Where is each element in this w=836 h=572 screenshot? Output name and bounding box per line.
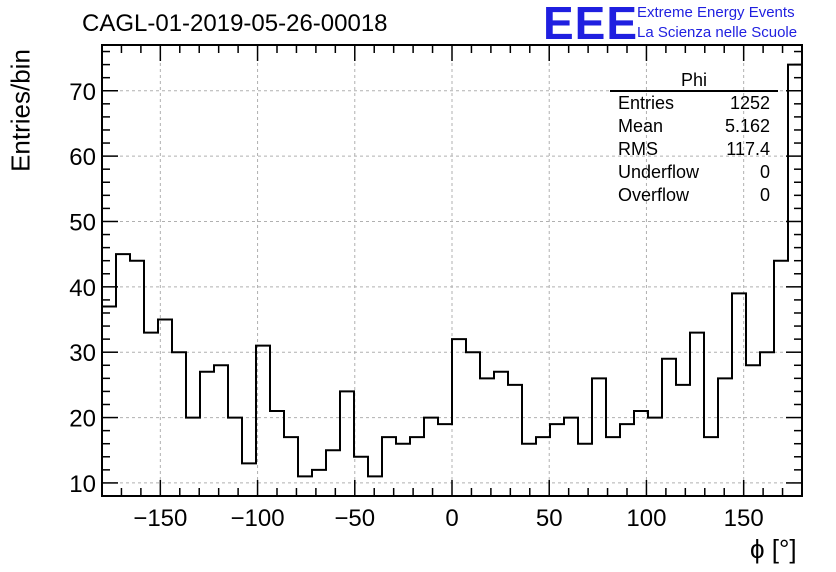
histogram-bin (606, 437, 620, 496)
stat-value: 1252 (729, 93, 770, 113)
histogram-bin (312, 470, 326, 496)
y-tick-label: 20 (69, 406, 96, 433)
histogram-bin (578, 444, 592, 496)
stats-row-entries: Entries 1252 (610, 92, 778, 115)
histogram-bin (368, 476, 382, 496)
chart-title: CAGL-01-2019-05-26-00018 (82, 10, 388, 37)
histogram-bin (354, 457, 368, 496)
histogram-bin (508, 385, 522, 496)
stat-value: 0 (759, 185, 770, 205)
stat-label: Overflow (618, 185, 690, 205)
stat-value: 5.162 (724, 116, 770, 136)
y-axis-label: Entries/bin (5, 49, 36, 172)
histogram-bin (410, 437, 424, 496)
histogram-bin (214, 365, 228, 496)
histogram-bin (494, 372, 508, 496)
stat-label: RMS (618, 139, 658, 159)
x-tick-label: 0 (445, 505, 458, 532)
histogram-bin (172, 352, 186, 496)
histogram-bars (101, 63, 803, 496)
histogram-bin (424, 418, 438, 496)
stat-value: 117.4 (726, 139, 770, 159)
stats-row-mean: Mean 5.162 (610, 115, 778, 138)
stats-title: Phi (610, 70, 778, 92)
x-axis-label: ϕ [°] (750, 534, 797, 564)
histogram-bin (298, 476, 312, 496)
stat-label: Underflow (618, 162, 700, 182)
stat-value: 0 (759, 162, 770, 182)
histogram-bin (158, 320, 172, 496)
x-tick-label: 150 (724, 505, 764, 532)
stats-row-overflow: Overflow 0 (610, 184, 778, 207)
histogram-bin (648, 418, 662, 496)
histogram-bin (536, 437, 550, 496)
y-tick-label: 70 (69, 79, 96, 106)
histogram-bin (144, 333, 158, 496)
histogram-bin (690, 333, 704, 496)
stats-row-underflow: Underflow 0 (610, 161, 778, 184)
stat-label: Entries (618, 93, 675, 113)
histogram-bin (592, 378, 606, 496)
x-tick-label: 100 (626, 505, 666, 532)
histogram-bin (200, 372, 214, 496)
histogram-bin (718, 378, 732, 496)
stat-label: Mean (618, 116, 664, 136)
histogram-bin (256, 346, 270, 496)
histogram-bin (774, 261, 788, 496)
histogram-bin (550, 424, 564, 496)
histogram-outline (101, 63, 803, 496)
histogram-bin (760, 352, 774, 496)
histogram-bin (116, 254, 130, 496)
histogram-bin (676, 385, 690, 496)
histogram-bin (186, 418, 200, 496)
y-tick-label: 60 (69, 144, 96, 171)
axis-ticks (101, 45, 803, 497)
histogram-bin (130, 261, 144, 496)
y-tick-label: 50 (69, 209, 96, 236)
y-tick-label: 40 (69, 275, 96, 302)
x-tick-label: −50 (334, 505, 375, 532)
histogram-bin (480, 378, 494, 496)
histogram-bin (452, 339, 466, 496)
histogram-bin (522, 444, 536, 496)
histogram-bin (732, 293, 746, 496)
histogram-bin (228, 418, 242, 496)
tick-labels: −150 −100 −50 0 50 100 150 10 20 30 40 50 60 70 (69, 79, 763, 532)
x-tick-label: −150 (133, 505, 187, 532)
histogram-bin (396, 444, 410, 496)
histogram-bin (704, 437, 718, 496)
logo-subtitle-1: Extreme Energy Events (637, 4, 795, 21)
histogram-bin (746, 365, 760, 496)
logo-subtitle-2: La Scienza nelle Scuole (637, 24, 798, 41)
histogram-bin (564, 418, 578, 496)
histogram-bin (382, 437, 396, 496)
histogram-bin (326, 450, 340, 496)
y-tick-label: 30 (69, 340, 96, 367)
histogram-bin (102, 306, 116, 496)
x-tick-label: −100 (231, 505, 285, 532)
histogram-bin (620, 424, 634, 496)
histogram-bin (340, 391, 354, 496)
eee-logo: EEE (543, 0, 639, 49)
histogram-bin (242, 463, 256, 496)
histogram-bin (284, 437, 298, 496)
stats-box: Phi Entries 1252 Mean 5.162 RMS 117.4 Un… (610, 70, 778, 207)
histogram-bin (270, 411, 284, 496)
stats-row-rms: RMS 117.4 (610, 138, 778, 161)
y-tick-label: 10 (69, 471, 96, 498)
histogram-bin (662, 359, 676, 496)
x-tick-label: 50 (536, 505, 563, 532)
histogram-bin (466, 352, 480, 496)
histogram-bin (438, 424, 452, 496)
